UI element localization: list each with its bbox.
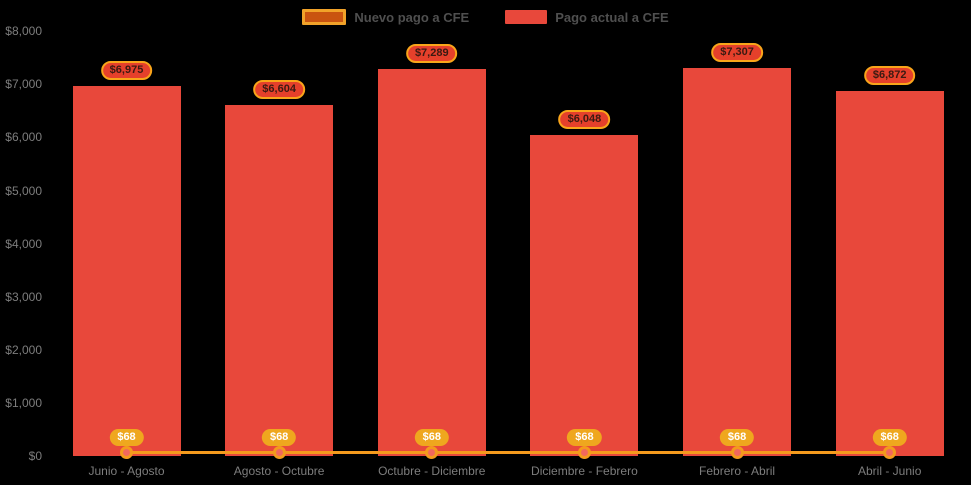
bar-pago-actual	[835, 91, 944, 456]
legend-item-nuevo-pago-cfe[interactable]: Nuevo pago a CFE	[302, 9, 469, 25]
y-axis-tick-label: $4,000	[5, 236, 42, 251]
line-value-badge: $68	[567, 429, 602, 446]
legend-label-nuevo-pago-cfe: Nuevo pago a CFE	[354, 9, 470, 25]
line-value-badge: $68	[261, 429, 297, 446]
bar-value-badge: $7,307	[711, 42, 763, 62]
x-axis-category-label: Octubre - Diciembre	[378, 464, 486, 478]
legend-label-pago-actual-cfe: Pago actual a CFE	[555, 9, 669, 25]
line-point-marker	[730, 445, 744, 459]
x-axis-category-label: Agosto - Octubre	[233, 464, 325, 478]
x-axis-category-label: Abril - Junio	[858, 464, 922, 478]
line-value-badge: $68	[872, 429, 907, 446]
line-value-badge: $68	[109, 429, 144, 446]
line-point-marker	[425, 445, 439, 459]
legend-line-swatch-icon	[302, 9, 347, 25]
bar-value-badge: $7,289	[405, 43, 458, 63]
y-axis-tick-label: $7,000	[5, 77, 42, 92]
y-axis-tick-label: $5,000	[5, 183, 42, 198]
x-axis-category-label: Junio - Agosto	[88, 464, 165, 478]
y-axis-tick-label: $2,000	[5, 342, 42, 357]
bar-value-badge: $6,975	[100, 60, 153, 80]
bar-pago-actual	[72, 85, 181, 456]
line-value-badge: $68	[719, 429, 755, 446]
bar-pago-actual	[225, 105, 334, 456]
bar-value-badge: $6,872	[863, 66, 916, 86]
x-axis-category-label: Febrero - Abril	[699, 464, 776, 478]
legend: Nuevo pago a CFE Pago actual a CFE	[0, 6, 971, 28]
legend-bar-swatch-icon	[505, 10, 548, 24]
line-point-marker	[272, 445, 286, 459]
y-axis-tick-label: $1,000	[5, 395, 42, 410]
y-axis-tick-label: $0	[28, 449, 42, 463]
bar-value-badge: $6,604	[253, 80, 305, 100]
line-point-marker	[120, 445, 133, 459]
legend-item-pago-actual-cfe[interactable]: Pago actual a CFE	[505, 9, 669, 25]
line-point-marker	[883, 445, 897, 459]
bar-pago-actual	[530, 134, 639, 456]
line-nuevo-pago	[126, 450, 890, 454]
bar-pago-actual	[683, 67, 792, 456]
line-value-badge: $68	[414, 429, 449, 446]
y-axis-tick-label: $3,000	[5, 289, 42, 304]
y-axis-tick-label: $6,000	[5, 130, 42, 145]
bar-pago-actual	[377, 68, 486, 456]
bar-value-badge: $6,048	[558, 109, 611, 129]
y-axis-tick-label: $8,000	[5, 24, 42, 39]
line-point-marker	[577, 445, 591, 459]
x-axis-category-label: Diciembre - Febrero	[531, 464, 638, 478]
